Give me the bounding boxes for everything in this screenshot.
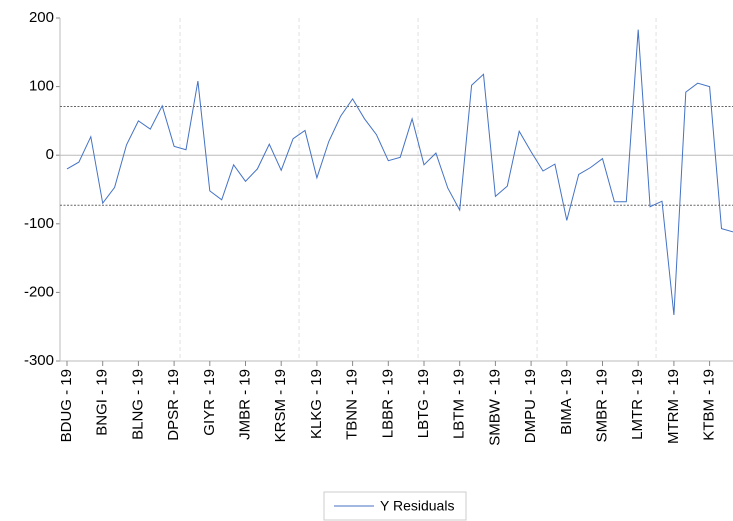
y-tick-label: -100 bbox=[24, 215, 54, 232]
x-tick-label: JMBR - 19 bbox=[236, 369, 253, 440]
x-tick-label: GIYR - 19 bbox=[201, 369, 218, 436]
y-tick-label: 200 bbox=[29, 9, 54, 26]
x-tick-label: SMBR - 19 bbox=[593, 369, 610, 442]
x-tick-label: BIMA - 19 bbox=[558, 369, 575, 435]
x-tick-label: SMBW - 19 bbox=[486, 369, 503, 446]
x-tick-label: LBBR - 19 bbox=[379, 369, 396, 438]
x-tick-label: DMPU - 19 bbox=[522, 369, 539, 443]
x-tick-label: LBTM - 19 bbox=[451, 369, 468, 439]
x-tick-label: KLKG - 19 bbox=[308, 369, 325, 439]
x-tick-label: LBTG - 19 bbox=[415, 369, 432, 438]
y-tick-label: 0 bbox=[46, 146, 54, 163]
x-tick-label: LMTR - 19 bbox=[629, 369, 646, 440]
x-tick-label: BLNG - 19 bbox=[129, 369, 146, 440]
x-tick-label: TBNN - 19 bbox=[344, 369, 361, 440]
x-tick-label: BDUG - 19 bbox=[58, 369, 75, 442]
x-tick-label: MTRM - 19 bbox=[665, 369, 682, 444]
x-tick-label: KTBM - 19 bbox=[701, 369, 718, 441]
y-tick-label: 100 bbox=[29, 78, 54, 95]
x-tick-label: KRSM - 19 bbox=[272, 369, 289, 442]
data-line bbox=[66, 29, 733, 316]
y-tick-label: -300 bbox=[24, 352, 54, 369]
legend-label: Y Residuals bbox=[380, 498, 454, 514]
legend: Y Residuals bbox=[323, 491, 467, 521]
y-tick-label: -200 bbox=[24, 283, 54, 300]
x-tick-label: DPSR - 19 bbox=[165, 369, 182, 441]
x-tick-label: BNGI - 19 bbox=[94, 369, 111, 436]
